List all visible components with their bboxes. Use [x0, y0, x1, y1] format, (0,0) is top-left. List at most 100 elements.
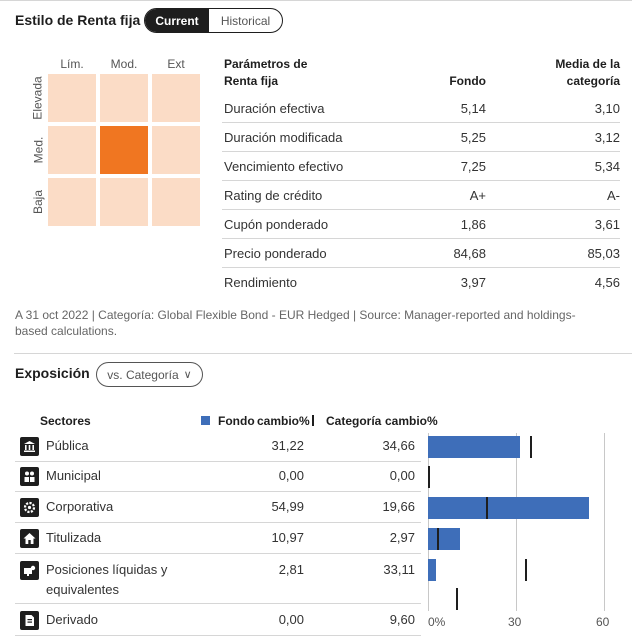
col-header-category-change: cambio%	[385, 414, 438, 428]
chart-gridline	[516, 433, 517, 611]
fund-bar	[428, 559, 437, 581]
sector-name: Pública	[46, 438, 89, 453]
params-row: Duración efectiva 5,14 3,10	[222, 94, 620, 123]
fund-legend-swatch	[201, 416, 210, 425]
municipal-icon	[20, 467, 39, 486]
cash-icon	[20, 561, 39, 580]
param-fund-value: A+	[469, 188, 486, 203]
param-label: Cupón ponderado	[224, 217, 329, 232]
sector-fund-value: 0,00	[278, 612, 304, 627]
comparison-dropdown[interactable]: vs. Categoría ∨	[96, 362, 203, 387]
param-fund-value: 3,97	[460, 275, 486, 290]
param-label: Vencimiento efectivo	[224, 159, 344, 174]
sector-fund-value: 10,97	[271, 530, 304, 545]
params-row: Rendimiento 3,97 4,56	[222, 268, 620, 297]
sector-name: Derivado	[46, 612, 99, 627]
sector-fund-value: 31,22	[271, 438, 304, 453]
corporate-gear-icon	[20, 498, 39, 517]
category-marker	[485, 497, 488, 519]
current-toggle-button[interactable]: Current	[145, 9, 209, 32]
style-box-row-label: Baja	[31, 189, 45, 215]
fund-bar	[428, 528, 461, 550]
sector-fund-value: 54,99	[271, 499, 304, 514]
sector-name: Titulizada	[46, 530, 102, 545]
param-label: Duración efectiva	[224, 101, 325, 116]
sector-category-value: 19,66	[382, 499, 415, 514]
historical-toggle-button[interactable]: Historical	[220, 13, 271, 28]
category-marker	[529, 436, 532, 458]
style-box-col-label: Ext	[167, 57, 185, 71]
param-label: Duración modificada	[224, 130, 343, 145]
param-fund-value: 1,86	[460, 217, 486, 232]
sector-fund-value: 0,00	[278, 468, 304, 483]
sector-row: Pública 31,22 34,66	[15, 433, 421, 462]
fund-bar	[428, 497, 590, 519]
style-box-col-label: Mod.	[110, 57, 138, 71]
sector-row: Titulizada 10,97 2,97	[15, 523, 421, 554]
exposure-bar-chart	[427, 433, 617, 611]
sector-category-value: 34,66	[382, 438, 415, 453]
category-marker	[428, 466, 430, 488]
param-category-value: 3,61	[594, 217, 620, 232]
style-box-cell	[152, 178, 200, 226]
comparison-dropdown-label: vs. Categoría	[107, 367, 179, 382]
sector-row: Posiciones líquidas y equivalentes 2,81 …	[15, 554, 421, 604]
param-category-value: 85,03	[587, 246, 620, 261]
section-divider	[14, 353, 632, 354]
param-fund-value: 5,14	[460, 101, 486, 116]
param-label: Rating de crédito	[224, 188, 323, 203]
sector-name: Municipal	[46, 468, 101, 483]
col-header-category: Categoría	[326, 414, 382, 428]
params-header-category: Media de la categoría	[555, 57, 620, 88]
params-row: Cupón ponderado 1,86 3,61	[222, 210, 620, 239]
param-category-value: A-	[607, 188, 620, 203]
sector-row: Derivado 0,00 9,60	[15, 604, 421, 636]
style-box-cell	[48, 74, 96, 122]
sector-row: Corporativa 54,99 19,66	[15, 492, 421, 523]
style-box-cell	[152, 74, 200, 122]
sector-category-value: 33,11	[383, 562, 415, 577]
style-box-row-label: Elevada	[31, 76, 45, 120]
footnote: A 31 oct 2022 | Categoría: Global Flexib…	[15, 308, 576, 338]
document-icon	[20, 611, 39, 630]
params-header-label: Parámetros de Renta fija	[224, 57, 308, 88]
style-box-cell	[48, 178, 96, 226]
param-category-value: 3,10	[594, 101, 620, 116]
chevron-down-icon: ∨	[183, 369, 192, 381]
chart-tick-label: 0%	[428, 615, 446, 629]
fund-bar	[428, 436, 520, 458]
style-box-cell-selected	[100, 126, 148, 174]
style-box-cell	[100, 74, 148, 122]
style-box-cell	[48, 126, 96, 174]
style-box-row-label: Med.	[31, 136, 45, 164]
category-marker	[436, 528, 439, 550]
param-category-value: 3,12	[594, 130, 620, 145]
sector-row: Municipal 0,00 0,00	[15, 462, 421, 492]
param-category-value: 4,56	[594, 275, 620, 290]
chart-gridline	[604, 433, 605, 611]
view-toggle[interactable]: Current Historical	[144, 8, 283, 33]
style-box-col-label: Lím.	[60, 57, 84, 71]
param-label: Precio ponderado	[224, 246, 327, 261]
param-fund-value: 5,25	[460, 130, 486, 145]
style-box-cell	[100, 178, 148, 226]
public-building-icon	[20, 437, 39, 456]
sector-category-value: 2,97	[389, 530, 415, 545]
param-category-value: 5,34	[594, 159, 620, 174]
col-header-fund: Fondo	[218, 414, 255, 428]
sector-name: Corporativa	[46, 499, 114, 514]
sector-category-value: 9,60	[389, 612, 415, 627]
params-header-fund: Fondo	[449, 74, 486, 88]
chart-tick-label: 60	[596, 615, 610, 629]
sector-name: Posiciones líquidas y equivalentes	[46, 562, 168, 597]
sector-category-value: 0,00	[389, 468, 415, 483]
sector-fund-value: 2,81	[278, 562, 304, 577]
section-title: Estilo de Renta fija	[15, 12, 141, 28]
chart-tick-label: 30	[508, 615, 522, 629]
param-fund-value: 7,25	[460, 159, 486, 174]
category-marker	[525, 559, 528, 581]
params-row: Duración modificada 5,25 3,12	[222, 123, 620, 152]
params-row: Rating de crédito A+ A-	[222, 181, 620, 210]
category-legend-tick	[312, 415, 314, 426]
house-icon	[20, 529, 39, 548]
